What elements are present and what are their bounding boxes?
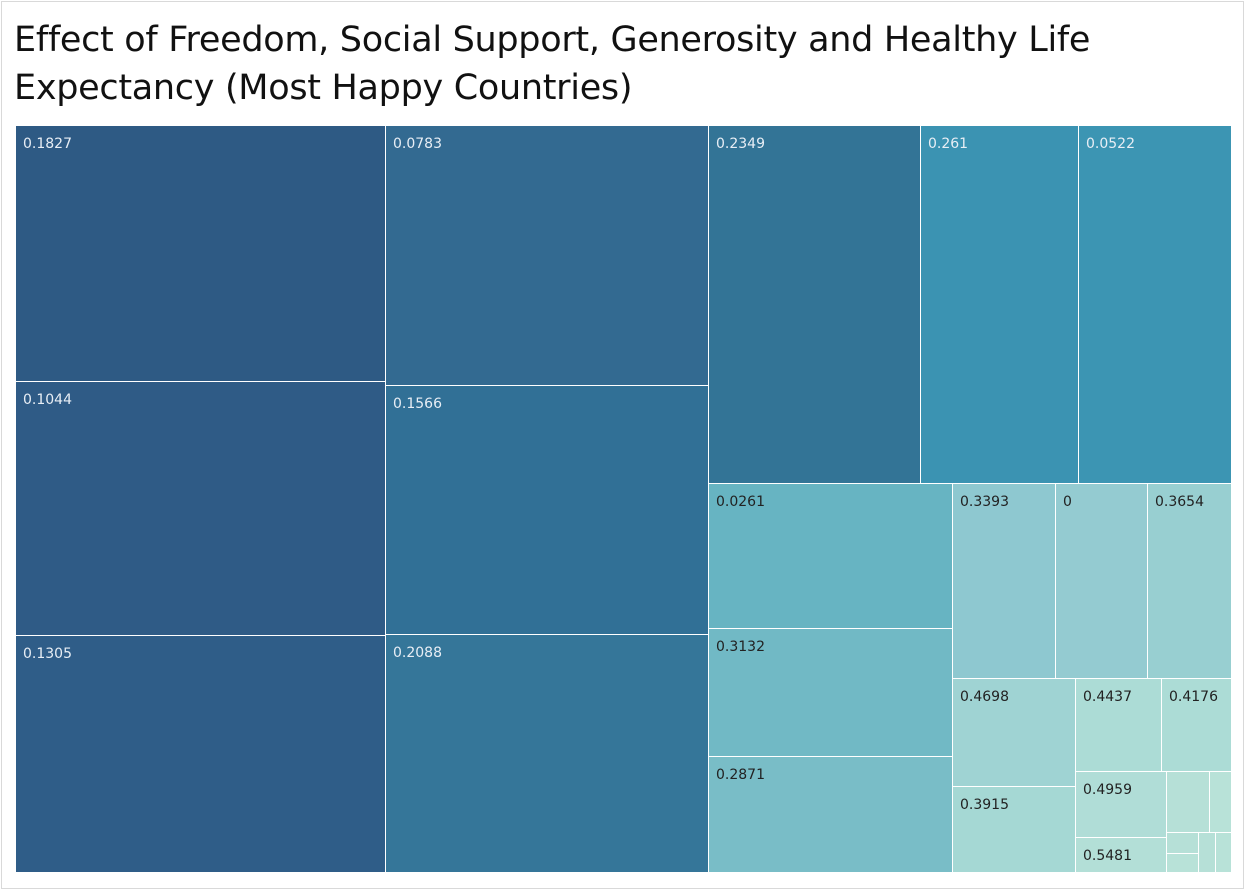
treemap-cell[interactable]: 0.1305 — [16, 636, 386, 873]
treemap-cell[interactable]: 0.5481 — [1076, 838, 1167, 873]
cell-label: 0.1566 — [393, 396, 442, 412]
treemap-cell[interactable]: 0.3393 — [953, 484, 1056, 679]
treemap-cell[interactable]: 0.0783 — [386, 126, 709, 386]
cell-label: 0.3393 — [960, 494, 1009, 510]
cell-label: 0.1305 — [23, 646, 72, 662]
cell-label: 0.4176 — [1169, 689, 1218, 705]
treemap-cell[interactable]: 0.261 — [921, 126, 1079, 484]
cell-label: 0.2871 — [716, 767, 765, 783]
treemap-cell[interactable]: 0.0261 — [709, 484, 953, 629]
chart-title: Effect of Freedom, Social Support, Gener… — [14, 20, 1091, 108]
treemap-cell[interactable] — [1167, 833, 1199, 854]
cell-label: 0.4959 — [1083, 782, 1132, 798]
treemap-cell[interactable]: 0.4698 — [953, 679, 1076, 787]
treemap: 0.1827 0.1044 0.1305 0.0783 0.1566 0.2088 0.23… — [16, 126, 1232, 873]
treemap-cell[interactable]: 0.4959 — [1076, 772, 1167, 838]
treemap-cell[interactable]: 0 — [1056, 484, 1148, 679]
cell-label: 0.3915 — [960, 797, 1009, 813]
cell-label: 0 — [1063, 494, 1072, 510]
treemap-cell[interactable]: 0.3654 — [1148, 484, 1232, 679]
treemap-cell[interactable]: 0.3132 — [709, 629, 953, 757]
cell-label: 0.0522 — [1086, 136, 1135, 152]
treemap-cell[interactable] — [1216, 833, 1232, 873]
cell-label: 0.0261 — [716, 494, 765, 510]
cell-label: 0.1044 — [23, 392, 72, 408]
cell-label: 0.0783 — [393, 136, 442, 152]
cell-label: 0.2349 — [716, 136, 765, 152]
treemap-cell[interactable]: 0.0522 — [1079, 126, 1232, 484]
treemap-cell[interactable] — [1210, 772, 1232, 833]
treemap-cell[interactable]: 0.4437 — [1076, 679, 1162, 772]
treemap-cell[interactable] — [1199, 833, 1216, 873]
cell-label: 0.5481 — [1083, 848, 1132, 864]
cell-label: 0.3654 — [1155, 494, 1204, 510]
treemap-cell[interactable] — [1167, 772, 1210, 833]
cell-label: 0.3132 — [716, 639, 765, 655]
cell-label: 0.4698 — [960, 689, 1009, 705]
treemap-cell[interactable]: 0.1566 — [386, 386, 709, 635]
treemap-cell[interactable]: 0.1827 — [16, 126, 386, 382]
treemap-cell[interactable] — [1167, 854, 1199, 873]
cell-label: 0.261 — [928, 136, 969, 152]
treemap-cell[interactable]: 0.2088 — [386, 635, 709, 873]
treemap-cell[interactable]: 0.4176 — [1162, 679, 1232, 772]
cell-label: 0.2088 — [393, 645, 442, 661]
cell-label: 0.1827 — [23, 136, 72, 152]
treemap-cell[interactable]: 0.2871 — [709, 757, 953, 873]
treemap-cell[interactable]: 0.2349 — [709, 126, 921, 484]
treemap-cell[interactable]: 0.1044 — [16, 382, 386, 636]
treemap-cell[interactable]: 0.3915 — [953, 787, 1076, 873]
cell-label: 0.4437 — [1083, 689, 1132, 705]
